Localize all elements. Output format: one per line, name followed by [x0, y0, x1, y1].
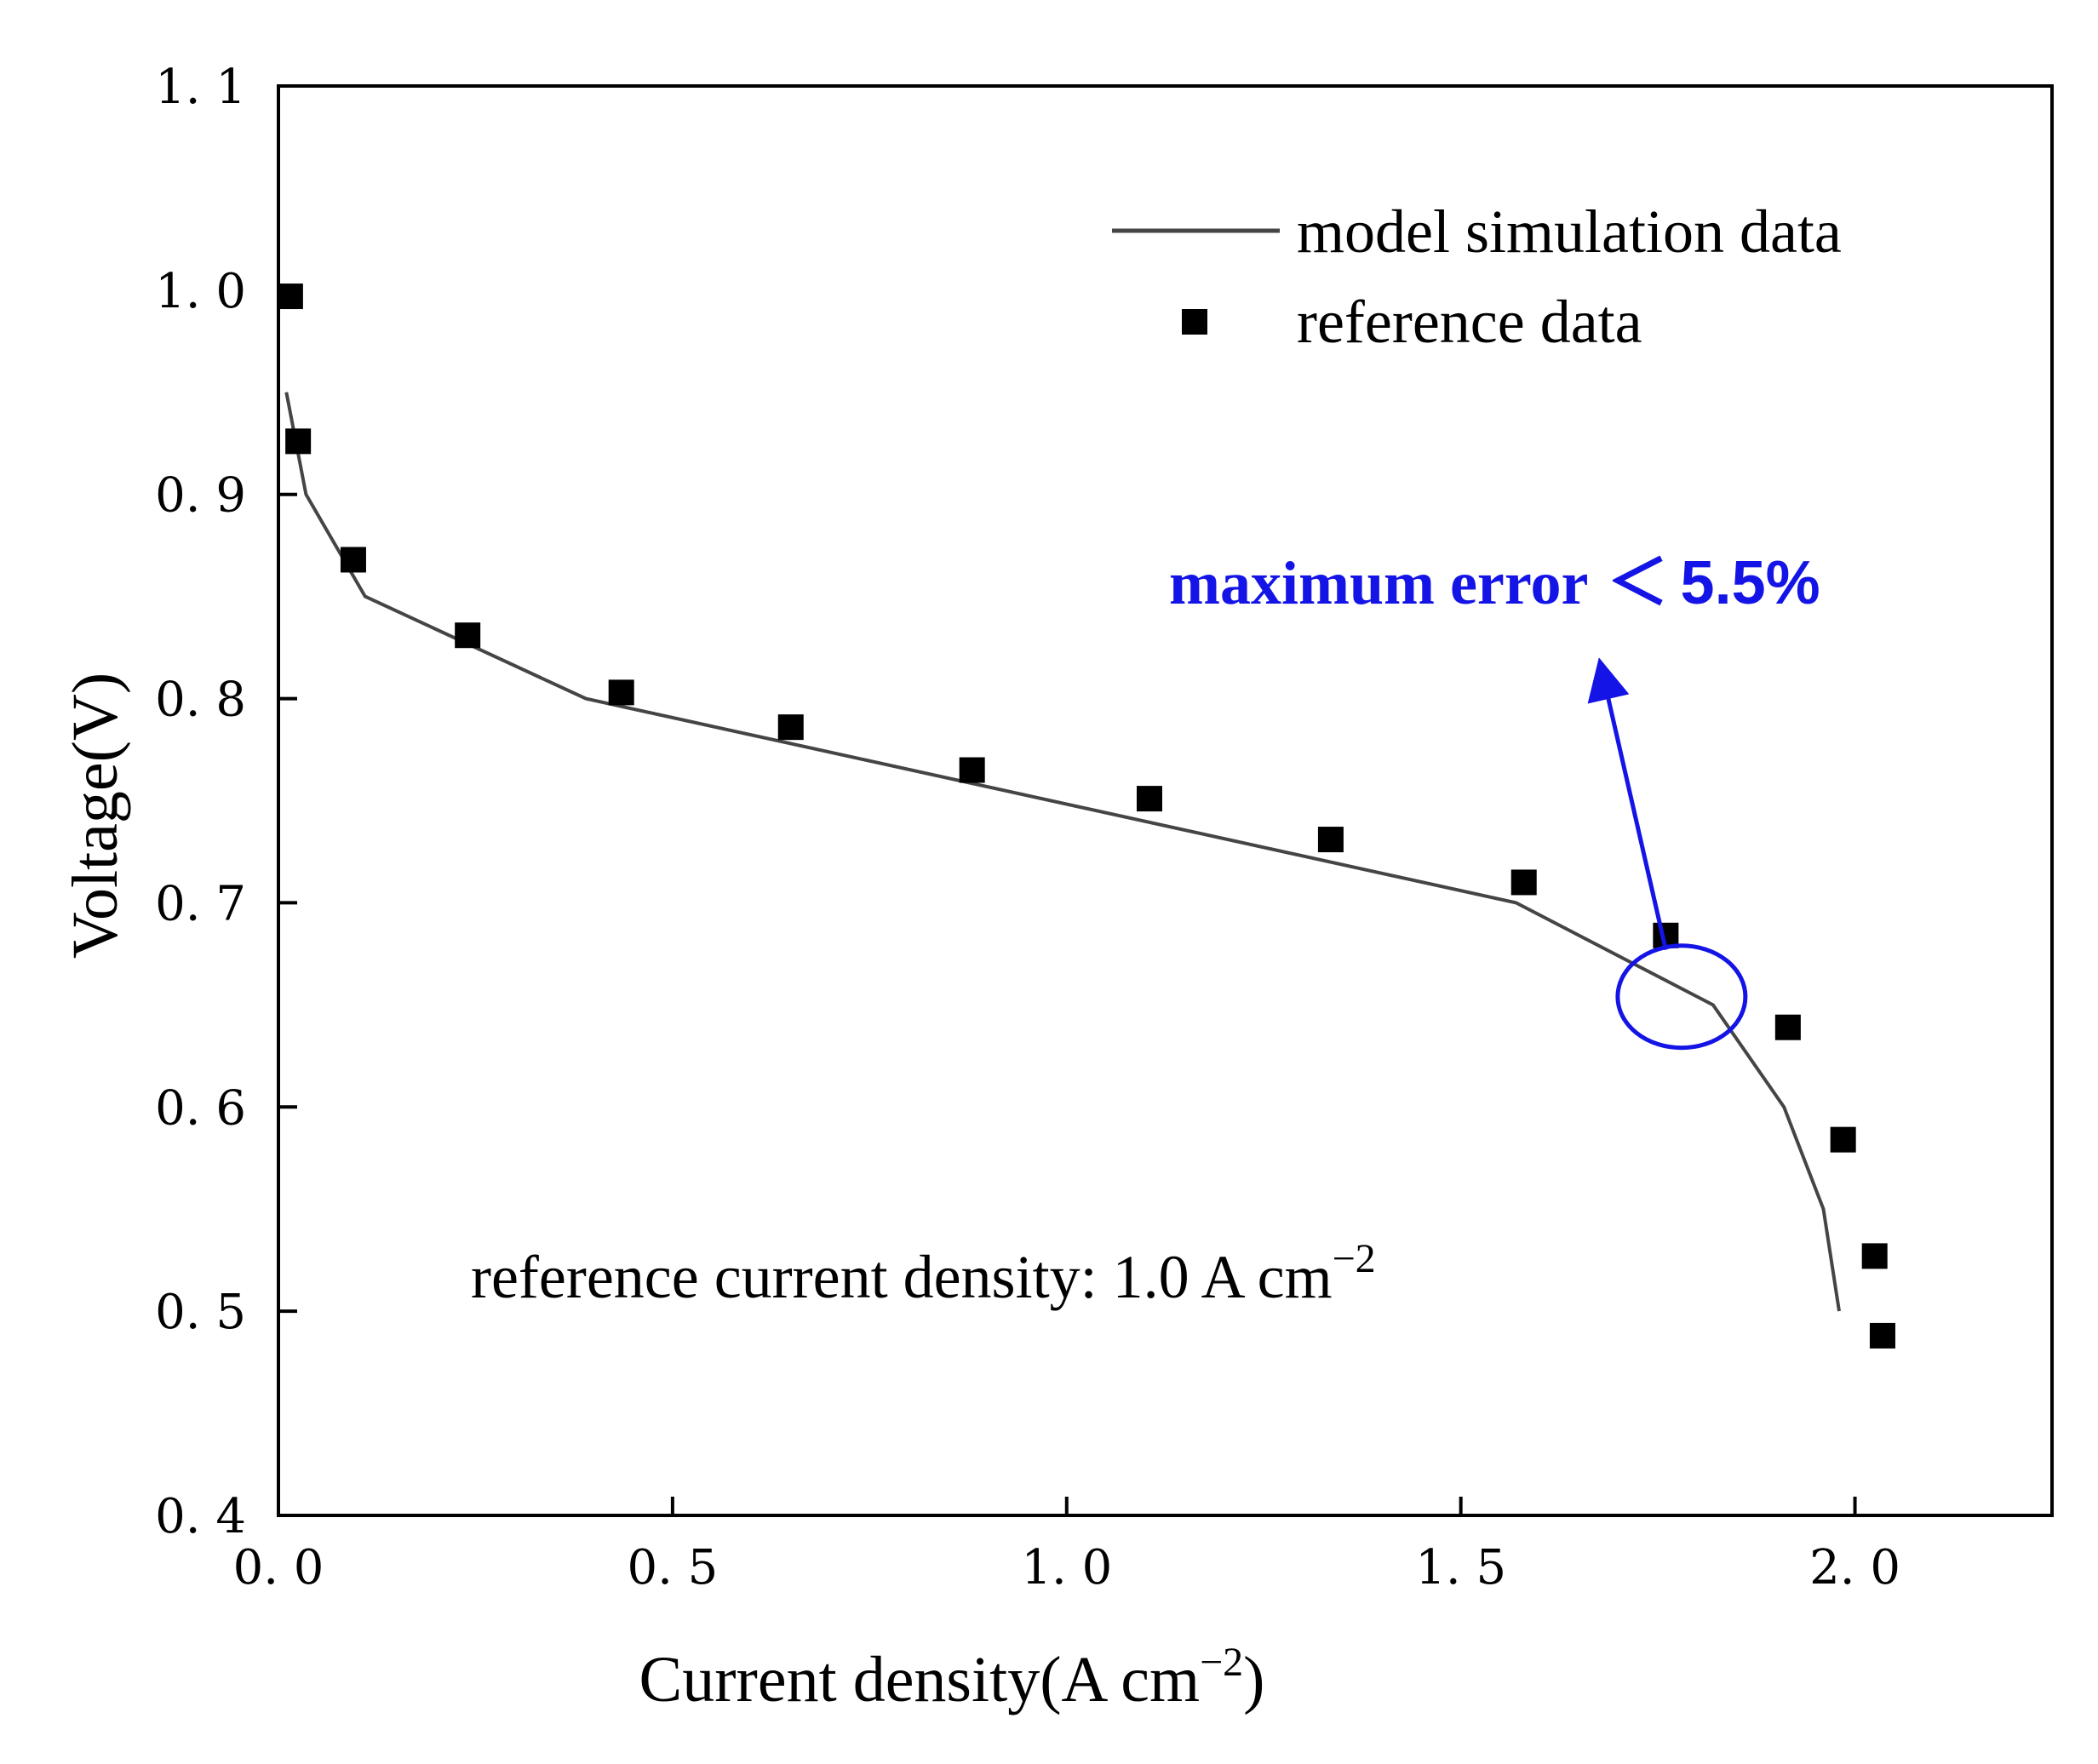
reference-data-point	[1869, 1322, 1895, 1349]
reference-data-point	[1861, 1243, 1888, 1269]
x-tick-label: 2. 0	[1809, 1540, 1900, 1595]
x-axis-title-close: )	[1243, 1644, 1264, 1715]
plot-frame	[277, 84, 2054, 1517]
reference-data-point	[608, 679, 634, 706]
legend-entry-model: model simulation data	[1297, 198, 1842, 266]
reference-data-point	[455, 622, 481, 649]
maximum-error-label: maximum error ＜ 5.5%	[1169, 549, 1820, 617]
maximum-error-text: maximum error	[1169, 549, 1589, 617]
y-tick-label: 0. 9	[155, 468, 246, 524]
y-tick-label: 0. 4	[155, 1489, 246, 1544]
x-axis-title-text: Current density(A cm	[639, 1644, 1201, 1715]
x-tick-label: 1. 5	[1415, 1540, 1506, 1595]
reference-data-point	[285, 428, 312, 455]
series-line-model-simulation	[284, 392, 1841, 1312]
reference-data-point	[340, 547, 366, 573]
reference-data-point	[1510, 869, 1537, 896]
legend-square-swatch	[1182, 309, 1207, 335]
maximum-error-value: 5.5%	[1681, 549, 1820, 617]
reference-data-point	[959, 757, 985, 783]
reference-data-point	[777, 714, 804, 741]
reference-current-annotation: reference current density: 1.0 A cm−2	[471, 1236, 1376, 1311]
reference-current-text: reference current density: 1.0 A cm	[471, 1243, 1333, 1311]
x-tick-label: 0. 5	[627, 1540, 718, 1595]
y-tick-label: 1. 0	[155, 264, 246, 319]
reference-data-point	[277, 284, 303, 310]
error-highlight-circle	[1615, 943, 1748, 1051]
maximum-error-symbol: ＜	[1608, 549, 1669, 617]
reference-data-point	[1317, 827, 1344, 853]
legend: model simulation data reference data	[1112, 198, 1842, 356]
y-tick-label: 0. 5	[155, 1285, 246, 1340]
x-axis-title: Current density(A cm−2)	[639, 1640, 1265, 1715]
legend-entry-reference: reference data	[1297, 288, 1642, 356]
y-tick-label: 0. 6	[155, 1080, 246, 1136]
x-tick-label: 0. 0	[233, 1540, 324, 1595]
x-tick-label: 1. 0	[1021, 1540, 1112, 1595]
y-axis-title-text: Voltage(V)	[60, 673, 131, 959]
x-axis-title-sup: −2	[1200, 1640, 1243, 1685]
y-axis-title: Voltage(V)	[60, 673, 131, 959]
y-tick-label: 0. 7	[155, 876, 246, 931]
y-tick-label: 0. 8	[155, 673, 246, 728]
reference-current-sup: −2	[1333, 1236, 1376, 1281]
reference-data-point	[1136, 786, 1162, 812]
y-tick-label: 1. 1	[155, 60, 246, 115]
error-arrow	[1587, 657, 1668, 951]
reference-data-point	[1830, 1126, 1856, 1153]
reference-data-point	[1774, 1014, 1801, 1040]
